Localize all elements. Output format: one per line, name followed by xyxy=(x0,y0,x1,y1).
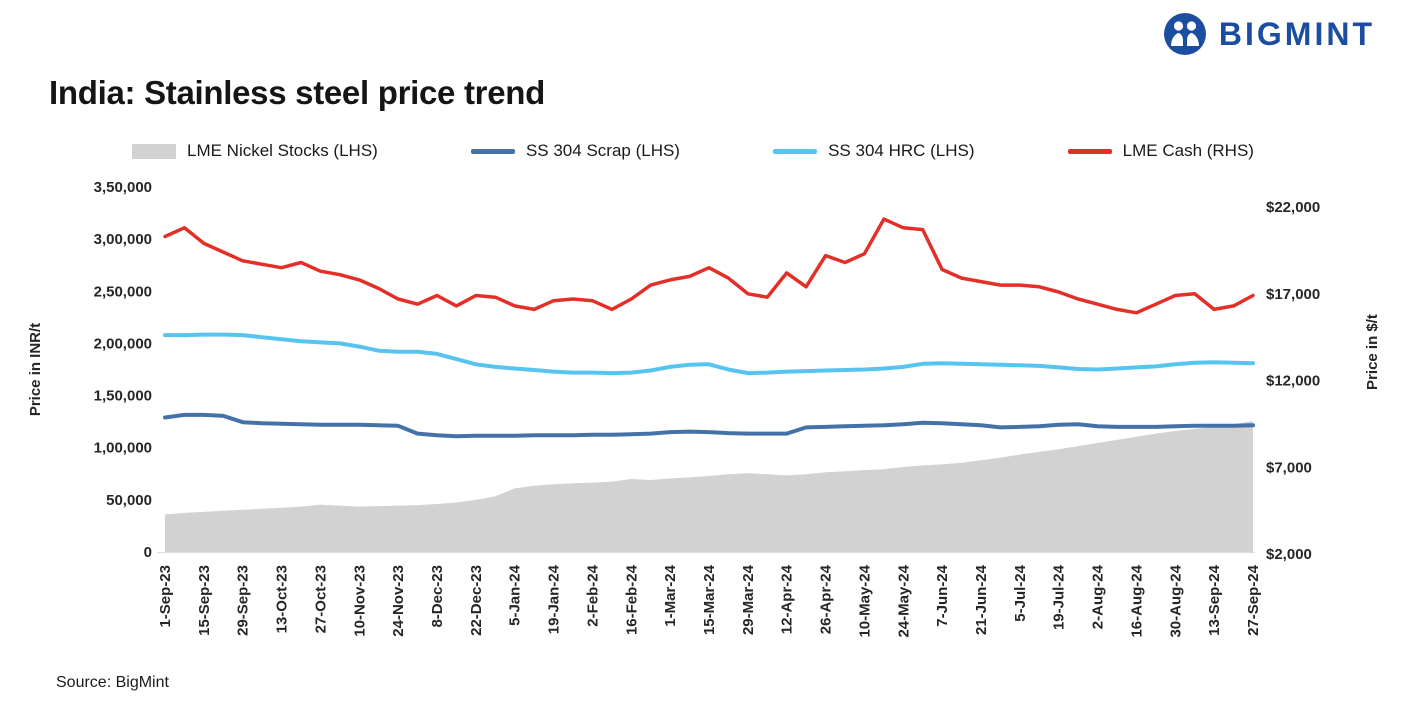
x-axis-tick-label: 24-Nov-23 xyxy=(390,565,407,637)
x-axis-tick-label: 19-Jul-24 xyxy=(1051,564,1068,630)
x-axis-tick-label: 26-Apr-24 xyxy=(818,564,835,634)
x-axis-tick-label: 16-Feb-24 xyxy=(623,564,640,635)
legend-swatch-ss-304-scrap xyxy=(470,148,515,154)
y-axis-left-tick-label: 2,50,000 xyxy=(94,283,152,300)
y-axis-right-title: Price in $/t xyxy=(1364,314,1381,390)
bigmint-logo-text: BIGMINT xyxy=(1218,15,1375,52)
x-axis-tick-label: 10-May-24 xyxy=(856,564,873,637)
y-axis-right-tick-label: $7,000 xyxy=(1266,459,1312,476)
legend-label-ss-304-scrap: SS 304 Scrap (LHS) xyxy=(525,141,680,160)
y-axis-left-tick-label: 2,00,000 xyxy=(94,335,152,352)
legend-label-lme-nickel-stocks: LME Nickel Stocks (LHS) xyxy=(187,141,378,160)
legend-label-lme-cash: LME Cash (RHS) xyxy=(1122,141,1254,160)
legend-item-lme-nickel-stocks: LME Nickel Stocks (LHS) xyxy=(132,141,378,161)
x-axis-tick-label: 15-Sep-23 xyxy=(196,565,213,636)
legend-swatch-lme-nickel-stocks xyxy=(132,143,176,159)
x-axis-tick-label: 10-Nov-23 xyxy=(351,565,368,637)
bigmint-logo-icon xyxy=(1163,13,1206,55)
x-axis-tick-label: 29-Sep-23 xyxy=(235,565,252,636)
series-line-ss-304-hrc-lhs xyxy=(163,332,1255,376)
series-line-ss-304-scrap-lhs xyxy=(163,412,1255,439)
y-axis-left-tick-label: 0 xyxy=(144,544,152,561)
x-axis-tick-label: 15-Mar-24 xyxy=(701,564,718,635)
chart-legend: LME Nickel Stocks (LHS) SS 304 Scrap (LH… xyxy=(132,141,1254,161)
y-axis-left-tick-label: 1,50,000 xyxy=(94,388,152,405)
y-axis-left-tick-label: 50,000 xyxy=(106,492,152,509)
x-axis-tick-label: 27-Oct-23 xyxy=(312,565,329,633)
x-axis-tick-label: 13-Oct-23 xyxy=(274,565,291,633)
x-axis-tick-label: 30-Aug-24 xyxy=(1167,564,1184,637)
legend-item-ss-304-hrc: SS 304 HRC (LHS) xyxy=(773,141,975,161)
x-axis-tick-label: 8-Dec-23 xyxy=(429,565,446,628)
x-axis-tick-label: 1-Sep-23 xyxy=(157,565,174,628)
x-axis-tick-label: 21-Jun-24 xyxy=(973,564,990,635)
y-axis-right-tick-label: $17,000 xyxy=(1266,286,1320,303)
y-axis-right-tick-label: $2,000 xyxy=(1266,546,1312,563)
x-axis-tick-label: 5-Jul-24 xyxy=(1012,564,1029,621)
legend-swatch-lme-cash xyxy=(1067,148,1112,154)
x-axis-tick-label: 2-Feb-24 xyxy=(584,564,601,626)
x-axis-tick-label: 27-Sep-24 xyxy=(1245,564,1262,636)
x-axis-tick-label: 2-Aug-24 xyxy=(1090,564,1107,629)
x-axis-tick-label: 13-Sep-24 xyxy=(1206,564,1223,636)
y-axis-left-tick-label: 1,00,000 xyxy=(94,440,152,457)
x-axis-tick-label: 19-Jan-24 xyxy=(546,564,563,634)
y-axis-left-tick-label: 3,00,000 xyxy=(94,231,152,248)
legend-swatch-ss-304-hrc xyxy=(773,148,818,154)
legend-item-lme-cash: LME Cash (RHS) xyxy=(1067,141,1254,161)
y-axis-left-title: Price in INR/t xyxy=(27,323,44,416)
y-axis-right-tick-label: $12,000 xyxy=(1266,373,1320,390)
source-note: Source: BigMint xyxy=(56,674,169,691)
x-axis-tick-label: 5-Jan-24 xyxy=(507,564,524,626)
x-axis-tick-label: 29-Mar-24 xyxy=(740,564,757,635)
x-axis-tick-label: 12-Apr-24 xyxy=(779,564,796,634)
x-axis-tick-label: 7-Jun-24 xyxy=(934,564,951,626)
legend-label-ss-304-hrc: SS 304 HRC (LHS) xyxy=(828,141,975,160)
legend-item-ss-304-scrap: SS 304 Scrap (LHS) xyxy=(470,141,680,161)
bigmint-logo: BIGMINT xyxy=(1163,12,1375,56)
x-axis-tick-label: 22-Dec-23 xyxy=(468,565,485,636)
series-area-lme-nickel-stocks-lhs xyxy=(165,421,1253,552)
y-axis-left-tick-label: 3,50,000 xyxy=(94,179,152,196)
x-axis-tick-label: 1-Mar-24 xyxy=(662,564,679,626)
x-axis-tick-label: 16-Aug-24 xyxy=(1128,564,1145,637)
y-axis-right-tick-label: $22,000 xyxy=(1266,199,1320,216)
x-axis-tick-label: 24-May-24 xyxy=(895,564,912,637)
page-title: India: Stainless steel price trend xyxy=(49,74,545,111)
series-line-lme-cash-rhs xyxy=(163,217,1255,315)
